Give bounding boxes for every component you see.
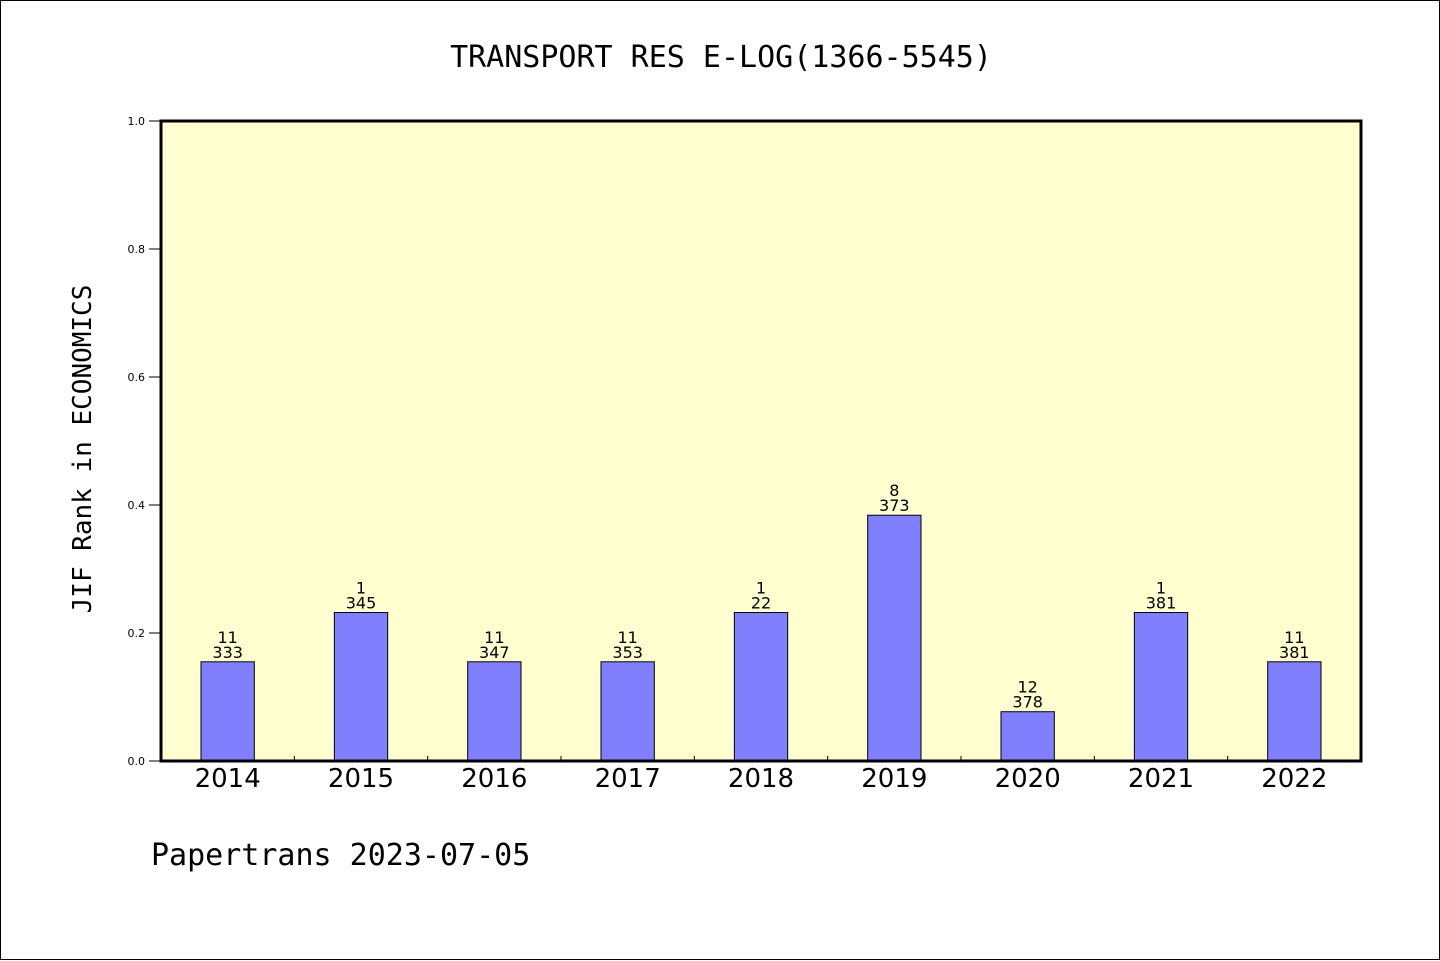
chart-title: TRANSPORT RES E-LOG(1366-5545) [450, 40, 992, 75]
y-tick-label: 0.4 [128, 499, 146, 512]
bar [733, 612, 789, 762]
data-label-rank: 1 [356, 579, 366, 598]
x-tick-label: 2020 [995, 764, 1061, 794]
x-axis: 2014 2015 2016 2017 2018 2019 2020 2021 2022 [195, 756, 1327, 794]
bar [200, 661, 255, 762]
data-label-rank: 12 [1017, 678, 1037, 697]
y-axis: 0.0 0.2 0.4 0.6 0.8 1.0 [128, 115, 161, 768]
data-label-rank: 11 [1284, 628, 1304, 647]
footer-text: Papertrans 2023-07-05 [151, 838, 530, 873]
y-tick-label: 0.6 [128, 371, 146, 384]
data-label-total: 347 [479, 643, 510, 662]
y-tick-label: 0.8 [128, 243, 146, 256]
data-label-total: 345 [346, 594, 377, 613]
y-tick-label: 0.2 [128, 627, 146, 640]
x-tick-label: 2021 [1128, 764, 1194, 794]
bars-layer [200, 514, 1322, 762]
data-label-total: 373 [879, 496, 910, 515]
y-tick-label: 0.0 [128, 755, 146, 768]
bar [1267, 661, 1322, 762]
data-label-total: 378 [1012, 693, 1043, 712]
bar [867, 514, 922, 762]
x-tick-label: 2018 [728, 764, 794, 794]
data-label-total: 381 [1146, 594, 1177, 613]
bar [333, 612, 389, 762]
bar [467, 661, 522, 762]
x-tick-label: 2014 [195, 764, 261, 794]
x-tick-label: 2022 [1261, 764, 1327, 794]
data-label-total: 381 [1279, 643, 1310, 662]
plot-border [159, 119, 1363, 763]
data-label-total: 333 [212, 643, 243, 662]
x-tick-label: 2015 [328, 764, 394, 794]
y-tick-label: 1.0 [128, 115, 146, 128]
data-label-total: 353 [612, 643, 643, 662]
y-axis-label: JIF Rank in ECONOMICS [68, 285, 98, 614]
data-label-rank: 8 [889, 481, 899, 500]
data-label-rank: 11 [484, 628, 504, 647]
data-label-rank: 11 [217, 628, 237, 647]
bar [1133, 612, 1189, 762]
data-label-rank: 1 [756, 579, 766, 598]
x-tick-label: 2019 [861, 764, 927, 794]
bar [1000, 711, 1055, 762]
data-label-total: 22 [751, 594, 771, 613]
data-label-rank: 1 [1156, 579, 1166, 598]
x-tick-label: 2017 [595, 764, 661, 794]
bar [600, 661, 655, 762]
x-tick-label: 2016 [461, 764, 527, 794]
data-label-rank: 11 [617, 628, 637, 647]
